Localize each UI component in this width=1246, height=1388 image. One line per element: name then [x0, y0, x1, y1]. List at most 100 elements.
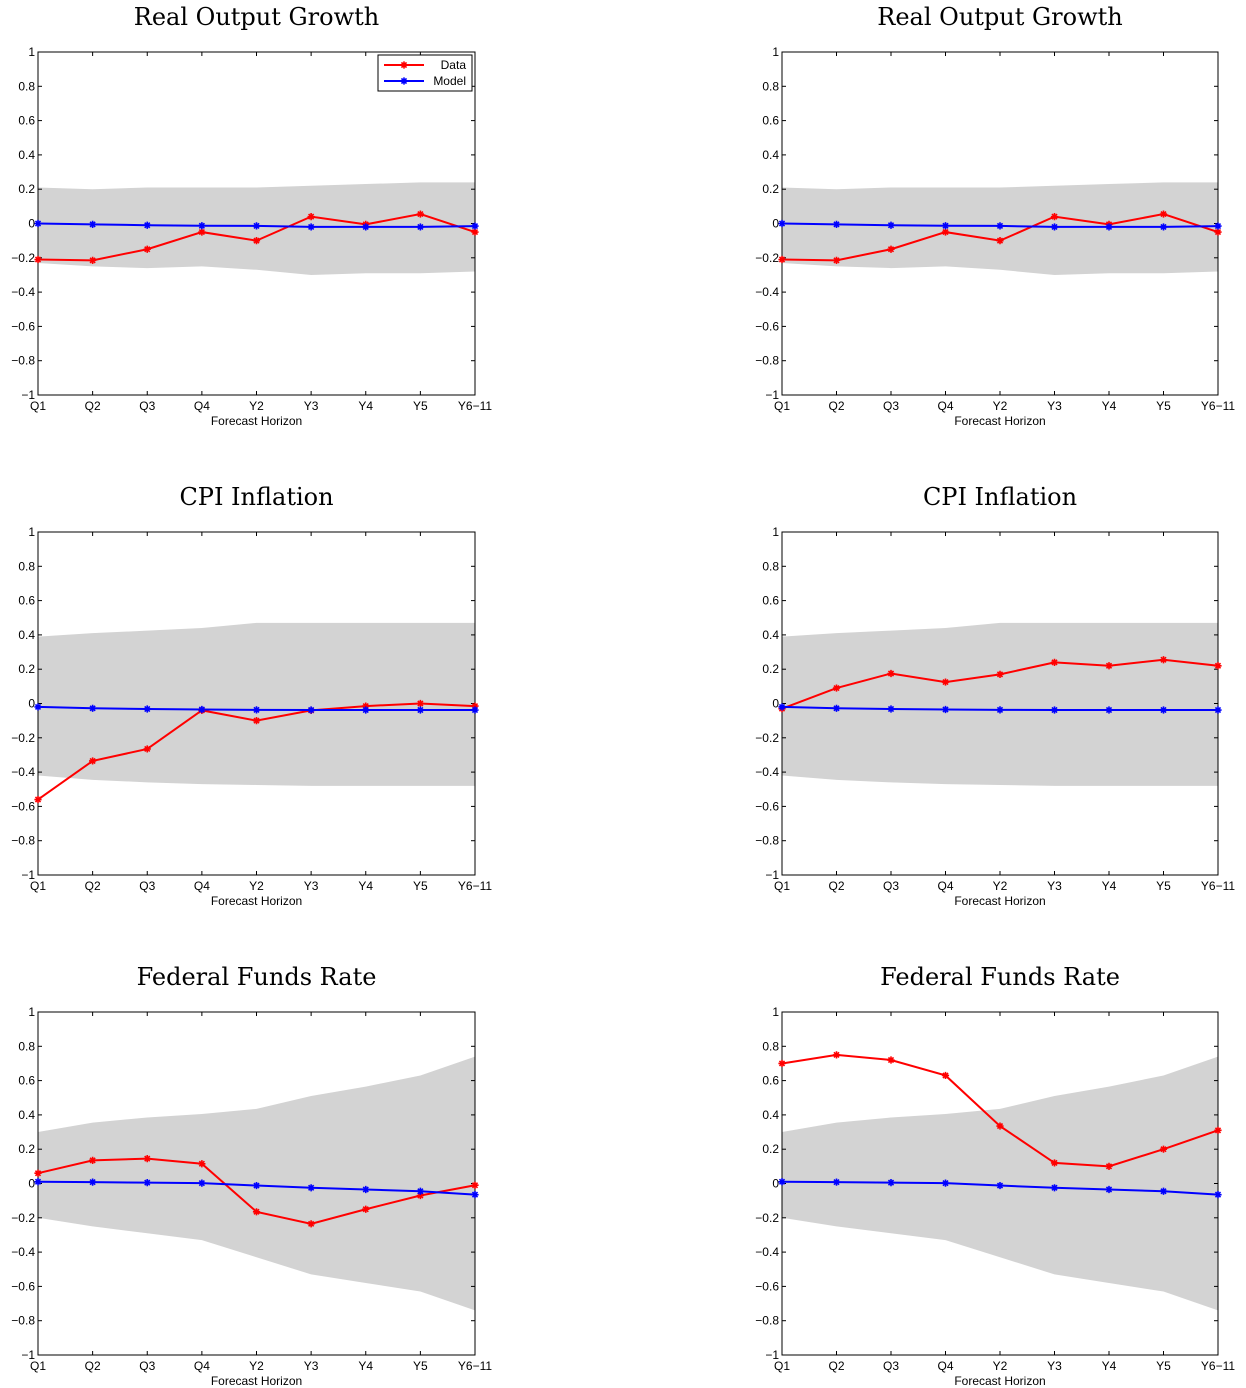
- y-tick-label: 1: [772, 525, 779, 539]
- data-point: [1159, 656, 1168, 664]
- y-tick-label: 0.6: [18, 594, 35, 608]
- data-point: [1105, 662, 1113, 670]
- data-point: [1050, 1184, 1059, 1192]
- y-tick-label: 0.2: [762, 662, 779, 676]
- chart-panel-6: −1 −0.8 −0.6 −0.4 −0.2 0 0.2 0.4 0.6 0.8 1 Q1 Q2 Q3 Q4…: [755, 963, 1235, 1388]
- y-tick-label: −0.6: [755, 319, 779, 333]
- x-tick-label: Q2: [85, 1359, 101, 1373]
- y-tick-label: 0.8: [762, 79, 779, 93]
- data-point: [416, 223, 424, 231]
- data-point: [198, 1179, 206, 1187]
- x-axis-label: Forecast Horizon: [954, 414, 1045, 428]
- data-point: [307, 213, 315, 221]
- legend-marker: [400, 61, 408, 69]
- series-data: [34, 210, 479, 264]
- x-tick-label: Y5: [413, 879, 428, 893]
- data-point: [1105, 1185, 1113, 1194]
- data-point: [362, 702, 370, 710]
- data-point: [832, 1051, 841, 1059]
- series-model: [34, 219, 479, 231]
- data-point: [143, 221, 151, 229]
- data-point: [941, 678, 950, 686]
- data-point: [362, 706, 370, 714]
- x-tick-label: Y3: [304, 879, 319, 893]
- panel-title: Real Output Growth: [134, 3, 380, 31]
- data-point: [887, 245, 895, 253]
- legend-box: [377, 54, 473, 92]
- chart-panel-1: −1 −0.8 −0.6 −0.4 −0.2 0 0.2 0.4 0.6 0.8 1 Q1 Q2 Q3 Q4…: [11, 3, 492, 428]
- y-tick-label: 0.2: [18, 662, 35, 676]
- data-point: [362, 1205, 370, 1213]
- y-tick-label: −0.8: [755, 354, 779, 368]
- y-tick-label: 0.6: [18, 114, 35, 128]
- x-tick-label: Q2: [828, 1359, 844, 1373]
- x-tick-label: Y2: [249, 879, 264, 893]
- series-model: [778, 219, 1222, 231]
- x-tick-label: Y2: [993, 1359, 1008, 1373]
- x-tick-label: Y6−11: [458, 1359, 492, 1373]
- data-point: [1159, 1187, 1168, 1195]
- y-tick-label: 0.4: [762, 628, 779, 642]
- panel-title: Real Output Growth: [877, 3, 1123, 31]
- y-tick-label: −0.2: [755, 251, 779, 265]
- x-tick-label: Q4: [194, 879, 210, 893]
- x-tick-label: Q3: [139, 879, 155, 893]
- x-tick-label: Y5: [413, 399, 428, 413]
- data-point: [416, 210, 424, 218]
- x-tick-label: Y4: [358, 879, 373, 893]
- y-tick-label: −0.6: [11, 799, 35, 813]
- data-point: [887, 1056, 895, 1064]
- data-point: [887, 705, 895, 713]
- data-point: [471, 702, 479, 710]
- y-tick-label: −1: [21, 868, 35, 882]
- data-point: [887, 669, 895, 678]
- data-point: [143, 705, 151, 713]
- y-tick-label: −1: [765, 1348, 779, 1362]
- data-point: [89, 1156, 97, 1164]
- x-axis-label: Forecast Horizon: [211, 414, 302, 428]
- y-tick-label: 0.8: [762, 1039, 779, 1053]
- x-axis-label: Forecast Horizon: [211, 894, 302, 908]
- data-point: [1050, 213, 1059, 221]
- confidence-band: [38, 622, 475, 786]
- data-point: [307, 706, 315, 714]
- y-tick-label: −0.4: [755, 1245, 779, 1259]
- data-point: [1159, 1145, 1168, 1153]
- data-point: [307, 223, 315, 231]
- data-point: [471, 222, 479, 230]
- x-tick-label: Y4: [1102, 1359, 1117, 1373]
- y-tick-label: −0.4: [11, 765, 35, 779]
- x-tick-label: Q4: [937, 879, 953, 893]
- data-point: [34, 219, 42, 228]
- confidence-band: [782, 622, 1218, 786]
- data-point: [1105, 706, 1113, 714]
- y-tick-label: 1: [772, 45, 779, 59]
- data-point: [198, 1160, 206, 1168]
- data-point: [832, 256, 841, 264]
- data-point: [252, 1208, 261, 1216]
- data-point: [471, 706, 479, 714]
- data-point: [198, 228, 206, 236]
- y-tick-label: 0.8: [18, 559, 35, 573]
- data-point: [996, 1181, 1004, 1190]
- y-tick-label: 0.2: [762, 1142, 779, 1156]
- data-point: [34, 1178, 42, 1186]
- x-tick-label: Q3: [883, 399, 899, 413]
- data-point: [1050, 1159, 1059, 1167]
- data-point: [941, 1179, 950, 1187]
- x-tick-label: Y6−11: [458, 399, 492, 413]
- x-axis-label: Forecast Horizon: [954, 1374, 1045, 1388]
- data-point: [996, 237, 1004, 245]
- y-tick-label: 0: [772, 697, 779, 711]
- x-tick-label: Q4: [937, 1359, 953, 1373]
- y-tick-label: −0.8: [11, 354, 35, 368]
- chart-panel-3: −1 −0.8 −0.6 −0.4 −0.2 0 0.2 0.4 0.6 0.8 1 Q1 Q2 Q3 Q4…: [11, 483, 492, 908]
- y-tick-label: −1: [21, 1348, 35, 1362]
- data-point: [1050, 706, 1059, 714]
- data-point: [941, 705, 950, 714]
- y-tick-label: −0.8: [755, 1314, 779, 1328]
- x-tick-label: Q3: [883, 879, 899, 893]
- x-tick-label: Q1: [774, 879, 790, 893]
- data-point: [996, 670, 1004, 678]
- data-point: [778, 1178, 786, 1186]
